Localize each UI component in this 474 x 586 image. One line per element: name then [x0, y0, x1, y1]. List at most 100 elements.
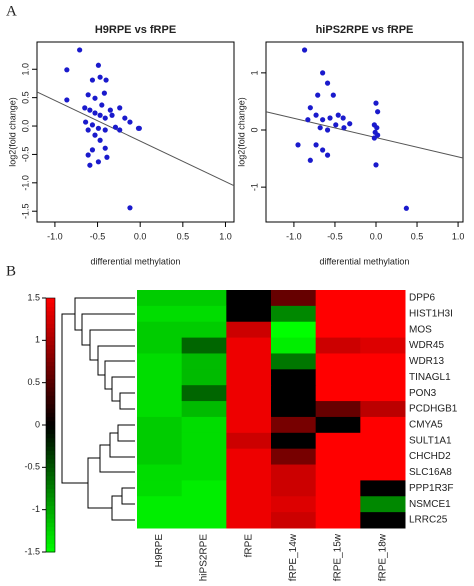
point — [136, 125, 142, 131]
y-tick-label: -1.5 — [20, 203, 30, 219]
heatmap-cell — [360, 305, 406, 323]
heatmap-cell — [226, 512, 272, 529]
heatmap-cell — [137, 432, 183, 450]
heatmap-cell — [271, 401, 317, 418]
heatmap-cell — [271, 337, 317, 354]
row-label: HIST1H3I — [409, 308, 453, 319]
color-key-label: 0.5 — [27, 377, 40, 387]
y-tick-label: -1 — [249, 183, 259, 191]
point — [89, 77, 96, 83]
point — [95, 125, 102, 131]
heatmap-cell — [181, 464, 227, 481]
x-tick-label: 1.0 — [452, 231, 465, 241]
heatmap-cell — [315, 337, 361, 354]
y-tick-label: -1.0 — [20, 175, 30, 191]
fit-line — [36, 91, 235, 187]
y-tick-label: 1 — [249, 70, 259, 75]
color-key-step — [46, 480, 55, 485]
color-key-step — [46, 505, 55, 511]
point — [89, 147, 96, 153]
heatmap-cell — [226, 432, 272, 450]
color-key-step — [46, 369, 55, 375]
heatmap-cell — [137, 464, 183, 481]
heatmap-cell — [315, 448, 361, 466]
heatmap-cell — [360, 337, 406, 354]
point — [320, 147, 326, 153]
point — [313, 142, 319, 148]
point — [295, 142, 301, 148]
heatmap-cell — [226, 369, 272, 386]
x-tick-label: -1.0 — [47, 231, 63, 241]
heatmap-cell — [315, 480, 361, 497]
heatmap-cell — [271, 464, 317, 481]
x-tick-label: -0.5 — [90, 231, 106, 241]
y-tick-label: 0.5 — [20, 91, 30, 104]
heatmap-cell — [181, 401, 227, 418]
point — [375, 109, 381, 115]
heatmap-cell — [226, 416, 272, 434]
point — [92, 132, 98, 138]
point — [315, 92, 321, 98]
heatmap-cell — [137, 512, 183, 529]
color-key-step — [46, 488, 55, 494]
heatmap-cell — [181, 290, 227, 307]
y-axis-label: log2(fold change) — [7, 97, 17, 167]
y-tick-label: 0.0 — [20, 120, 30, 133]
point — [313, 112, 319, 118]
heatmap-cell — [360, 512, 406, 529]
fit-line — [265, 111, 464, 159]
heatmap-cell — [137, 401, 183, 418]
color-key-step — [46, 319, 55, 324]
color-key-step — [46, 336, 55, 341]
point — [87, 107, 93, 113]
column-label: hiPS2RPE — [199, 534, 210, 582]
color-key-step — [46, 513, 55, 519]
heatmap-cell — [181, 385, 227, 402]
column-label: H9RPE — [154, 534, 165, 568]
row-label: WDR13 — [409, 356, 444, 367]
heatmap-cell — [226, 385, 272, 402]
point — [117, 127, 123, 133]
color-key-label: 1 — [35, 335, 40, 345]
heatmap-cell — [315, 401, 361, 418]
color-key-step — [46, 518, 55, 523]
point — [89, 122, 96, 128]
heatmap-cell — [181, 369, 227, 386]
color-key-step — [46, 365, 55, 371]
point — [335, 112, 341, 118]
color-key-step — [46, 306, 55, 312]
color-key-step — [46, 425, 55, 430]
color-key-step — [46, 530, 55, 536]
heatmap-cell — [226, 337, 272, 354]
row-label: CMYA5 — [409, 420, 443, 431]
point — [373, 100, 379, 106]
point — [340, 115, 346, 121]
color-key-step — [46, 302, 55, 307]
heatmap-cell — [360, 321, 406, 339]
point — [107, 107, 113, 113]
point — [85, 92, 91, 98]
row-label: LRRC25 — [409, 515, 448, 526]
row-label: NSMCE1 — [409, 499, 451, 510]
row-label: PCDHGB1 — [409, 404, 458, 415]
color-key-step — [46, 386, 55, 392]
point — [127, 119, 133, 125]
heatmap-cell — [137, 416, 183, 434]
point — [333, 122, 339, 128]
panel-label: A — [6, 3, 17, 19]
heatmap-cell — [226, 464, 272, 481]
heatmap-cell — [315, 416, 361, 434]
point — [97, 74, 103, 80]
row-label: PPP1R3F — [409, 483, 453, 494]
heatmap-cell — [315, 353, 361, 370]
heatmap-cell — [137, 480, 183, 497]
heatmap-cell — [315, 305, 361, 323]
color-key-step — [46, 492, 55, 498]
x-tick-label: 0.0 — [134, 231, 147, 241]
x-tick-label: 0.0 — [370, 231, 383, 241]
heatmap-cell — [226, 496, 272, 513]
color-key-step — [46, 543, 55, 549]
point — [330, 92, 336, 98]
row-label: TINAGL1 — [409, 372, 451, 383]
point — [102, 127, 108, 133]
